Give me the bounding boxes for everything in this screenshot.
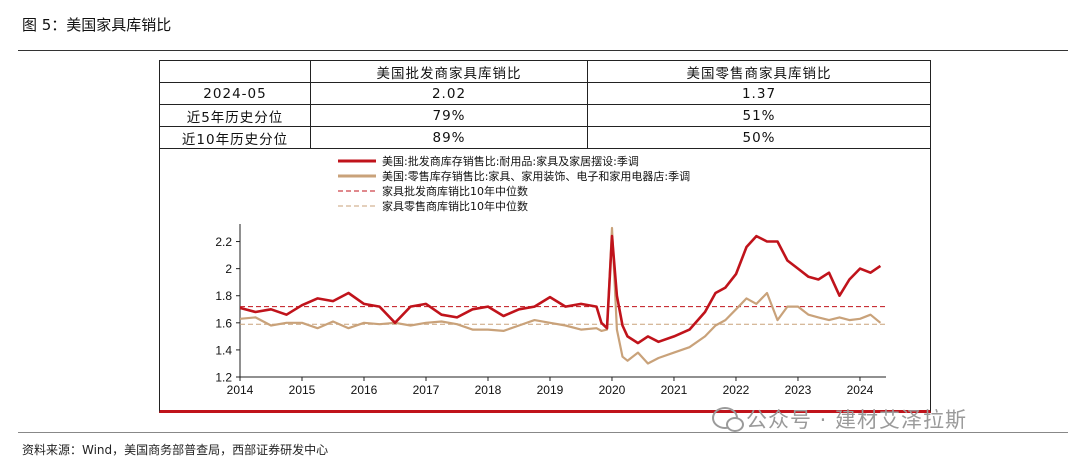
table-cell: 51% bbox=[587, 104, 930, 127]
line-chart: 1.2 1.4 1.6 1.8 2 2.2 2014 2015 2016 2017 2018 2019… bbox=[215, 154, 886, 397]
watermark-text: 公众号 · 建材艾泽拉斯 bbox=[746, 408, 968, 432]
stats-table: 美国批发商家具库销比 美国零售商家具库销比 2024-05 2.02 1.37 … bbox=[160, 61, 930, 149]
x-tick-label: 2024 bbox=[847, 383, 874, 397]
x-tick-label: 2014 bbox=[227, 383, 254, 397]
series-line bbox=[240, 226, 882, 365]
x-tick-label: 2020 bbox=[599, 383, 626, 397]
table-header-cell: 美国批发商家具库销比 bbox=[310, 61, 588, 83]
legend-label: 家具批发商库销比10年中位数 bbox=[382, 184, 528, 198]
series-line bbox=[240, 234, 882, 345]
table-cell: 50% bbox=[587, 126, 930, 149]
x-tick-label: 2018 bbox=[475, 383, 502, 397]
legend-label: 美国:批发商库存销售比:耐用品:家具及家居摆设:季调 bbox=[382, 154, 639, 168]
x-tick-label: 2016 bbox=[351, 383, 378, 397]
y-tick-label: 1.6 bbox=[215, 316, 232, 330]
source-note: 资料来源：Wind，美国商务部普查局，西部证券研发中心 bbox=[22, 443, 329, 457]
y-tick-label: 1.2 bbox=[215, 371, 232, 385]
x-tick-label: 2021 bbox=[661, 383, 688, 397]
table-cell: 2.02 bbox=[310, 82, 588, 105]
table-cell: 近5年历史分位 bbox=[160, 104, 311, 127]
x-tick-label: 2019 bbox=[537, 383, 564, 397]
y-tick-label: 2 bbox=[225, 262, 232, 276]
table-cell: 2024-05 bbox=[160, 82, 311, 105]
table-row: 近5年历史分位 79% 51% bbox=[160, 104, 930, 127]
table-header-cell bbox=[160, 61, 311, 83]
table-cell: 89% bbox=[310, 126, 588, 149]
table-row: 2024-05 2.02 1.37 bbox=[160, 82, 930, 105]
table-header-row: 美国批发商家具库销比 美国零售商家具库销比 bbox=[160, 61, 930, 83]
x-tick-label: 2022 bbox=[723, 383, 750, 397]
table-cell: 近10年历史分位 bbox=[160, 126, 311, 149]
top-rule bbox=[18, 50, 1068, 51]
x-tick-label: 2015 bbox=[289, 383, 316, 397]
chart-panel: 美国批发商家具库销比 美国零售商家具库销比 2024-05 2.02 1.37 … bbox=[159, 60, 931, 413]
x-tick-label: 2023 bbox=[785, 383, 812, 397]
x-tick-label: 2017 bbox=[413, 383, 440, 397]
y-tick-label: 2.2 bbox=[215, 235, 232, 249]
watermark: 公众号 · 建材艾泽拉斯 bbox=[712, 404, 967, 434]
bottom-rule bbox=[18, 432, 1068, 433]
table-cell: 1.37 bbox=[587, 82, 930, 105]
table-header-cell: 美国零售商家具库销比 bbox=[587, 61, 930, 83]
table-row: 近10年历史分位 89% 50% bbox=[160, 126, 930, 149]
legend-label: 美国:零售库存销售比:家具、家用装饰、电子和家用电器店:季调 bbox=[382, 169, 690, 183]
wechat-icon bbox=[712, 407, 744, 432]
y-tick-label: 1.8 bbox=[215, 289, 232, 303]
y-tick-label: 1.4 bbox=[215, 343, 232, 357]
legend-label: 家具零售商库销比10年中位数 bbox=[382, 199, 528, 213]
table-cell: 79% bbox=[310, 104, 588, 127]
figure-title: 图 5：美国家具库销比 bbox=[22, 16, 172, 34]
